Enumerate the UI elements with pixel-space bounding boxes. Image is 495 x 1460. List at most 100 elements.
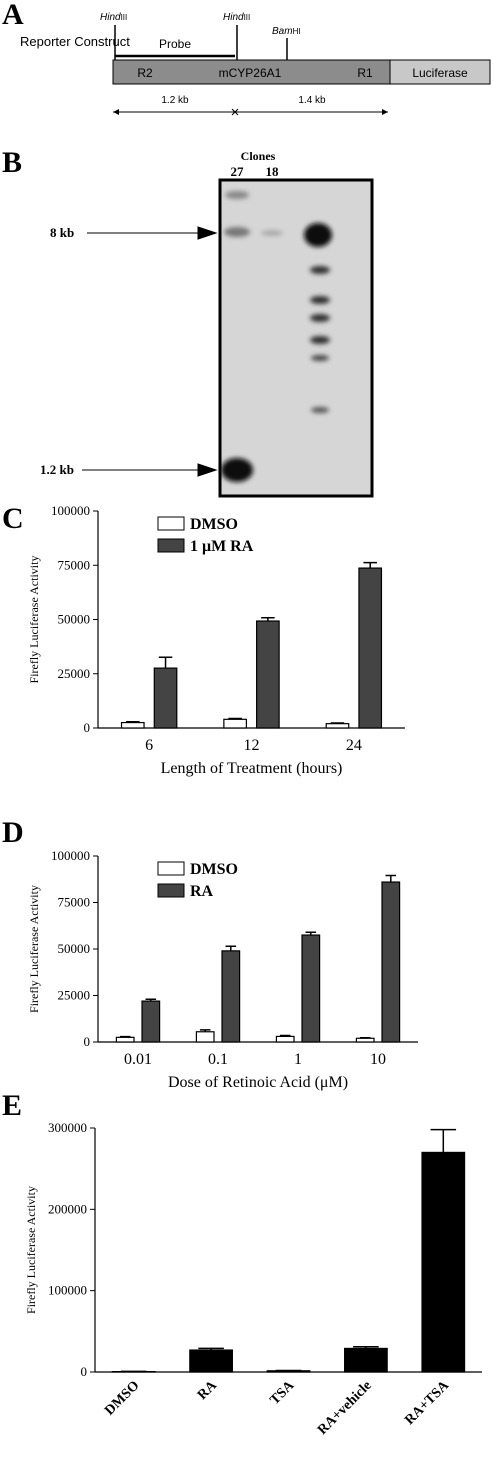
panel-label: E <box>2 1089 22 1122</box>
site-suffix: III <box>244 13 251 22</box>
error-bar <box>360 1038 371 1039</box>
x-tick-label: TSA <box>267 1378 297 1408</box>
x-tick-label: RA <box>195 1378 221 1404</box>
y-tick-label: 25000 <box>58 988 91 1003</box>
bar <box>359 568 382 728</box>
site-name: Hind <box>100 12 121 23</box>
x-tick-label: RA+TSA <box>402 1378 452 1428</box>
y-tick-label: 75000 <box>58 557 91 572</box>
panel-label: A <box>2 0 24 31</box>
error-bar <box>331 723 345 724</box>
x-tick-label: 12 <box>244 737 260 754</box>
x-tick-label: 10 <box>370 1051 386 1068</box>
bar <box>196 1032 214 1042</box>
lane-label: 18 <box>266 164 280 179</box>
x-tick-label: 1 <box>294 1051 302 1068</box>
bar <box>154 668 177 728</box>
x-tick-label: RA+vehicle <box>315 1378 375 1438</box>
bar <box>257 621 280 728</box>
error-bar <box>431 1130 457 1153</box>
lane-label: 27 <box>231 164 245 179</box>
construct-title: Reporter Construct <box>20 34 130 49</box>
site-label: BamHI <box>272 26 301 37</box>
legend-swatch <box>158 539 184 552</box>
bar <box>356 1038 374 1042</box>
y-tick-label: 100000 <box>48 1283 87 1298</box>
site-label: HindIII <box>100 12 127 23</box>
panel-label: D <box>2 816 24 849</box>
x-tick-label: 24 <box>346 737 362 754</box>
y-axis-title: Firefly Luciferase Activity <box>27 885 41 1013</box>
legend-label: RA <box>190 883 214 900</box>
x-axis-title: Dose of Retinoic Acid (μM) <box>168 1074 348 1091</box>
y-tick-label: 0 <box>81 1364 88 1379</box>
construct-title: Reporter Construct <box>20 34 130 49</box>
bar <box>142 1001 160 1042</box>
legend-swatch <box>158 517 184 530</box>
y-tick-label: 100000 <box>51 503 90 518</box>
x-axis-title: Length of Treatment (hours) <box>161 760 343 777</box>
reporter-label: Luciferase <box>412 66 468 80</box>
y-axis-title: Firefly Luciferase Activity <box>27 556 41 684</box>
site-suffix: III <box>121 13 128 22</box>
y-tick-label: 50000 <box>58 612 91 627</box>
bar <box>326 724 349 728</box>
y-tick-label: 100000 <box>51 848 90 863</box>
x-tick-label: 6 <box>145 737 153 754</box>
site-label: HindIII <box>223 12 250 23</box>
error-bar <box>386 876 397 883</box>
y-tick-label: 75000 <box>58 895 91 910</box>
legend-swatch <box>158 884 184 897</box>
legend-label: DMSO <box>190 516 238 533</box>
construct: Reporter Construct HindIII HindIII BamHI… <box>20 12 490 115</box>
marker-label: 1.2 kb <box>40 462 74 477</box>
x-tick-label: 0.1 <box>208 1051 228 1068</box>
site-name: Hind <box>223 12 244 23</box>
y-tick-label: 300000 <box>48 1120 87 1135</box>
region-label: R1 <box>357 66 373 80</box>
error-bar <box>228 718 242 719</box>
legend-label: DMSO <box>190 861 238 878</box>
bar <box>190 1350 233 1372</box>
distance-label: 1.4 kb <box>298 95 326 106</box>
error-bar <box>159 657 173 668</box>
blot-header: Clones <box>241 149 276 163</box>
region-label: mCYP26A1 <box>219 66 282 80</box>
y-tick-label: 50000 <box>58 941 91 956</box>
legend-swatch <box>158 862 184 875</box>
bar <box>122 723 145 728</box>
panel-label: B <box>2 146 22 179</box>
y-tick-label: 0 <box>84 720 91 735</box>
y-tick-label: 25000 <box>58 666 91 681</box>
bar <box>345 1348 388 1372</box>
error-bar <box>126 722 140 723</box>
bar <box>222 951 240 1042</box>
distance-label: 1.2 kb <box>161 95 189 106</box>
error-bar <box>226 946 237 951</box>
bar <box>276 1036 294 1042</box>
bar <box>116 1037 134 1042</box>
site-suffix: HI <box>293 27 301 36</box>
panel-label: C <box>2 502 24 535</box>
bar <box>224 719 247 728</box>
y-axis-title: Firefly Luciferase Activity <box>24 1186 38 1314</box>
x-tick-label: 0.01 <box>124 1051 152 1068</box>
marker-label: 8 kb <box>50 225 74 240</box>
y-tick-label: 200000 <box>48 1201 87 1216</box>
gel <box>220 180 372 496</box>
x-tick-label: DMSO <box>102 1378 142 1418</box>
probe-label: Probe <box>159 37 191 51</box>
blot: Clones 27 18 8 kb 1.2 kb <box>40 149 372 496</box>
marker-arrow <box>82 464 216 476</box>
marker-arrow <box>87 227 216 239</box>
error-bar <box>120 1037 131 1038</box>
y-tick-label: 0 <box>84 1034 91 1049</box>
region-label: R2 <box>137 66 153 80</box>
bar <box>422 1152 465 1372</box>
bar <box>382 882 400 1042</box>
error-bar <box>363 563 377 568</box>
site-name: Bam <box>272 26 293 37</box>
bar <box>302 935 320 1042</box>
legend-label: 1 μM RA <box>190 538 254 555</box>
